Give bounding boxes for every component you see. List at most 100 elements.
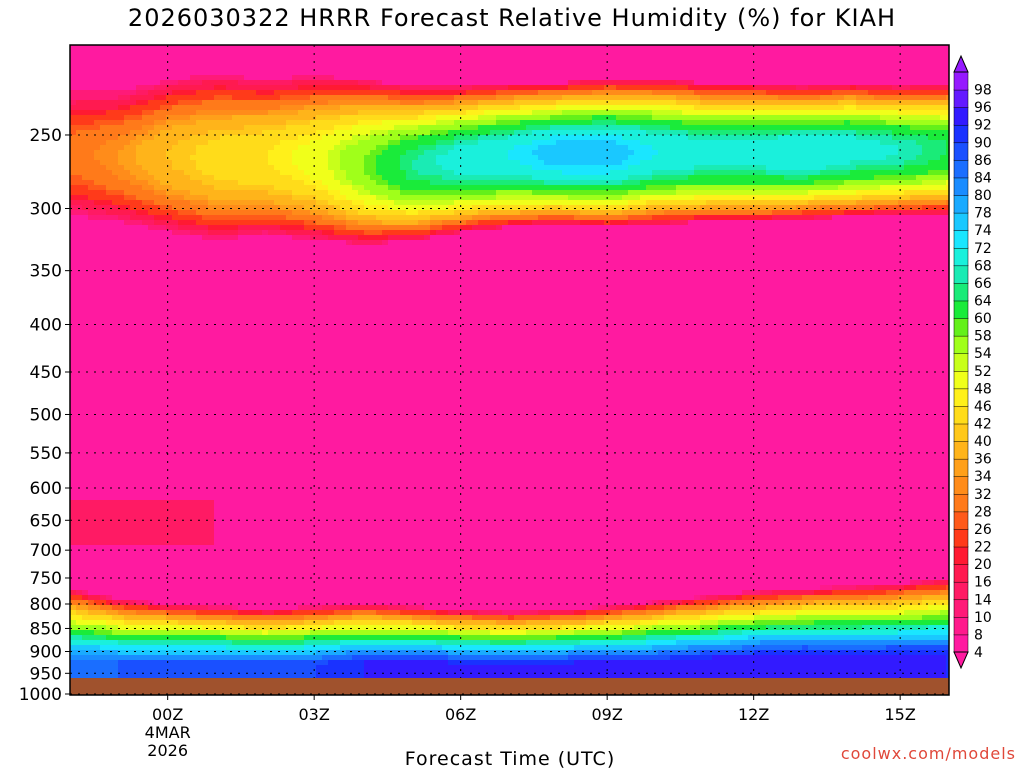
rh-cell bbox=[292, 460, 299, 466]
rh-cell bbox=[190, 480, 197, 486]
rh-cell bbox=[196, 460, 203, 466]
rh-cell bbox=[136, 500, 143, 506]
rh-cell bbox=[112, 250, 119, 256]
rh-cell bbox=[208, 555, 215, 561]
rh-cell bbox=[94, 490, 101, 496]
rh-cell bbox=[274, 330, 281, 336]
rh-cell bbox=[280, 440, 287, 446]
rh-cell bbox=[226, 60, 233, 66]
rh-cell bbox=[70, 380, 77, 386]
rh-cell bbox=[226, 605, 233, 611]
rh-cell bbox=[166, 530, 173, 536]
rh-cell bbox=[94, 305, 101, 311]
rh-cell bbox=[100, 355, 107, 361]
rh-cell bbox=[214, 175, 221, 181]
rh-cell bbox=[256, 420, 263, 426]
rh-cell bbox=[154, 360, 161, 366]
rh-cell bbox=[82, 315, 89, 321]
rh-cell bbox=[172, 520, 179, 526]
rh-cell bbox=[148, 150, 155, 156]
rh-cell bbox=[262, 125, 269, 131]
rh-cell bbox=[178, 615, 185, 621]
rh-cell bbox=[232, 115, 239, 121]
rh-cell bbox=[238, 630, 245, 636]
rh-cell bbox=[286, 280, 293, 286]
rh-cell bbox=[154, 390, 161, 396]
rh-cell bbox=[112, 640, 119, 646]
rh-cell bbox=[130, 610, 137, 616]
rh-cell bbox=[244, 635, 251, 641]
rh-cell bbox=[220, 305, 227, 311]
rh-cell bbox=[298, 460, 305, 466]
rh-cell bbox=[118, 560, 125, 566]
rh-cell bbox=[172, 305, 179, 311]
rh-cell bbox=[190, 670, 197, 676]
rh-cell bbox=[100, 140, 107, 146]
rh-cell bbox=[250, 440, 257, 446]
rh-cell bbox=[274, 560, 281, 566]
rh-cell bbox=[154, 440, 161, 446]
rh-cell bbox=[136, 405, 143, 411]
rh-cell bbox=[292, 265, 299, 271]
rh-cell bbox=[178, 195, 185, 201]
rh-cell bbox=[100, 65, 107, 71]
rh-cell bbox=[148, 215, 155, 221]
rh-cell bbox=[244, 495, 251, 501]
rh-cell bbox=[118, 70, 125, 76]
rh-cell bbox=[76, 610, 83, 616]
rh-cell bbox=[154, 445, 161, 451]
rh-cell bbox=[100, 600, 107, 606]
rh-cell bbox=[238, 325, 245, 331]
rh-cell bbox=[106, 390, 113, 396]
rh-cell bbox=[286, 105, 293, 111]
rh-cell bbox=[238, 500, 245, 506]
rh-cell bbox=[196, 365, 203, 371]
rh-cell bbox=[238, 475, 245, 481]
rh-cell bbox=[250, 45, 257, 51]
rh-cell bbox=[76, 220, 83, 226]
rh-cell bbox=[280, 575, 287, 581]
rh-cell bbox=[184, 415, 191, 421]
rh-cell bbox=[172, 125, 179, 131]
rh-cell bbox=[262, 395, 269, 401]
rh-cell bbox=[172, 90, 179, 96]
rh-cell bbox=[280, 495, 287, 501]
rh-cell bbox=[292, 250, 299, 256]
rh-cell bbox=[88, 505, 95, 511]
rh-cell bbox=[280, 395, 287, 401]
rh-cell bbox=[124, 555, 131, 561]
rh-cell bbox=[232, 405, 239, 411]
rh-cell bbox=[154, 330, 161, 336]
rh-cell bbox=[76, 455, 83, 461]
rh-cell bbox=[100, 260, 107, 266]
rh-cell bbox=[148, 570, 155, 576]
rh-cell bbox=[268, 645, 275, 651]
rh-cell bbox=[88, 435, 95, 441]
rh-cell bbox=[70, 300, 77, 306]
rh-cell bbox=[232, 620, 239, 626]
rh-cell bbox=[190, 665, 197, 671]
rh-cell bbox=[88, 425, 95, 431]
rh-cell bbox=[88, 190, 95, 196]
rh-cell bbox=[160, 480, 167, 486]
rh-cell bbox=[76, 170, 83, 176]
rh-cell bbox=[286, 560, 293, 566]
rh-cell bbox=[232, 455, 239, 461]
rh-cell bbox=[202, 645, 209, 651]
rh-cell bbox=[244, 610, 251, 616]
rh-cell bbox=[262, 310, 269, 316]
rh-cell bbox=[250, 75, 257, 81]
rh-cell bbox=[178, 110, 185, 116]
rh-cell bbox=[106, 80, 113, 86]
rh-cell bbox=[262, 375, 269, 381]
rh-cell bbox=[286, 260, 293, 266]
rh-cell bbox=[190, 490, 197, 496]
rh-cell bbox=[226, 95, 233, 101]
rh-cell bbox=[220, 630, 227, 636]
rh-cell bbox=[214, 555, 221, 561]
rh-cell bbox=[274, 670, 281, 676]
rh-cell bbox=[190, 500, 197, 506]
rh-cell bbox=[154, 290, 161, 296]
rh-cell bbox=[118, 160, 125, 166]
rh-cell bbox=[232, 290, 239, 296]
